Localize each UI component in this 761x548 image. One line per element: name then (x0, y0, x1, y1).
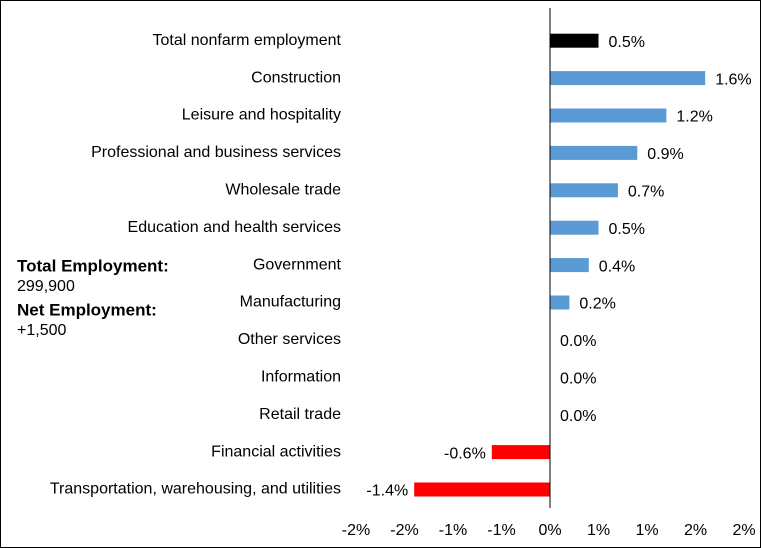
x-tick-label: 1% (587, 522, 610, 539)
category-label: Transportation, warehousing, and utiliti… (50, 481, 341, 498)
category-label: Wholesale trade (225, 182, 341, 199)
bar (550, 108, 667, 123)
category-label: Total nonfarm employment (152, 32, 341, 49)
value-label: 0.5% (609, 34, 645, 51)
value-label: 0.9% (647, 146, 683, 163)
bar (550, 145, 638, 160)
bar (491, 445, 550, 460)
value-label: 0.0% (560, 371, 596, 388)
x-tick-label: -1% (439, 522, 467, 539)
bar (550, 295, 570, 310)
annotation-heading: Net Employment: (17, 300, 157, 319)
x-tick-label: 0% (538, 522, 561, 539)
value-label: -1.4% (366, 483, 408, 500)
bar (550, 258, 589, 273)
annotation-heading: Total Employment: (17, 256, 169, 275)
value-label: 1.6% (715, 71, 751, 88)
annotation-text: 299,900 (17, 278, 75, 295)
x-tick-label: 2% (684, 522, 707, 539)
x-tick-label: -2% (342, 522, 370, 539)
value-label: 0.0% (560, 333, 596, 350)
value-label: 0.4% (599, 258, 635, 275)
category-label: Education and health services (128, 219, 341, 236)
value-label: 0.2% (579, 296, 615, 313)
bar (414, 482, 550, 497)
value-label: 0.0% (560, 408, 596, 425)
x-tick-label: 2% (732, 522, 755, 539)
bar (550, 183, 618, 198)
value-label: 0.7% (628, 184, 664, 201)
category-label: Information (261, 369, 341, 386)
x-tick-label: 1% (635, 522, 658, 539)
category-label: Government (253, 256, 342, 273)
bar (550, 71, 706, 86)
category-label: Professional and business services (91, 144, 341, 161)
bar (550, 220, 599, 235)
category-label: Retail trade (259, 406, 341, 423)
value-label: 0.5% (609, 221, 645, 238)
category-label: Construction (251, 69, 341, 86)
x-tick-label: -2% (390, 522, 418, 539)
category-label: Financial activities (211, 443, 341, 460)
category-label: Leisure and hospitality (182, 107, 341, 124)
annotation-text: +1,500 (17, 322, 66, 339)
bar (550, 33, 599, 48)
x-tick-label: -1% (487, 522, 515, 539)
category-label: Other services (238, 331, 341, 348)
value-label: -0.6% (444, 445, 486, 462)
value-label: 1.2% (676, 109, 712, 126)
category-label: Manufacturing (240, 294, 341, 311)
